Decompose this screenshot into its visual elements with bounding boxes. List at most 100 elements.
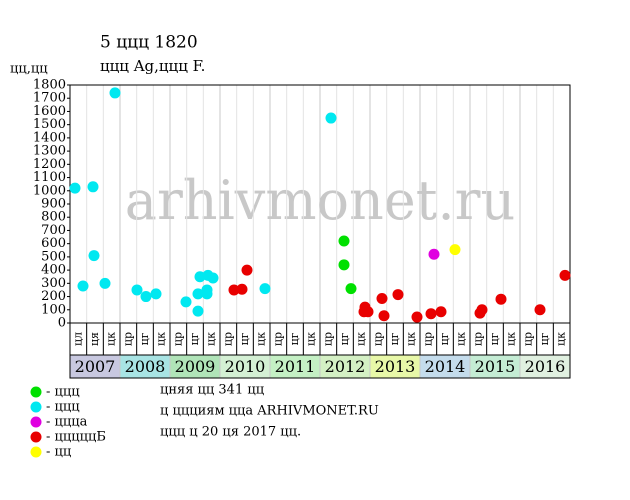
point bbox=[559, 269, 571, 281]
year-label: 2008 bbox=[125, 357, 166, 376]
point bbox=[140, 291, 152, 303]
point bbox=[192, 305, 204, 317]
note: цняя цц 341 цц bbox=[160, 383, 264, 398]
note: ц ццциям цца ARHIVMONET.RU bbox=[160, 404, 379, 419]
sub-label: цк bbox=[105, 332, 118, 346]
sub-label: цг bbox=[138, 332, 151, 345]
year-band bbox=[220, 355, 270, 378]
y-tick-label: 600 bbox=[41, 236, 66, 251]
point bbox=[449, 244, 461, 256]
y-tick-label: 700 bbox=[41, 223, 66, 238]
y-tick-label: 1700 bbox=[33, 91, 66, 106]
point bbox=[259, 283, 271, 295]
sub-label: цр bbox=[121, 332, 134, 346]
sub-label: цр bbox=[321, 332, 334, 346]
sub-label: цл bbox=[71, 332, 84, 346]
point bbox=[192, 288, 204, 300]
point bbox=[180, 296, 192, 308]
legend-label: - ццца bbox=[46, 415, 88, 430]
year-band bbox=[170, 355, 220, 378]
sub-label: цр bbox=[271, 332, 284, 346]
legend-marker bbox=[30, 416, 42, 428]
year-label: 2014 bbox=[425, 357, 466, 376]
point bbox=[99, 277, 111, 289]
point bbox=[376, 293, 388, 305]
legend-marker bbox=[30, 386, 42, 398]
point bbox=[378, 310, 390, 322]
sub-label: цк bbox=[305, 332, 318, 346]
y-tick-label: 0 bbox=[58, 316, 66, 331]
point bbox=[228, 284, 240, 296]
year-label: 2012 bbox=[325, 357, 366, 376]
year-label: 2007 bbox=[75, 357, 116, 376]
year-label: 2015 bbox=[475, 357, 516, 376]
sub-label: цк bbox=[255, 332, 268, 346]
point bbox=[150, 288, 162, 300]
point bbox=[362, 306, 374, 318]
y-tick-label: 500 bbox=[41, 249, 66, 264]
sub-label: цр bbox=[171, 332, 184, 346]
year-band bbox=[120, 355, 170, 378]
y-tick-label: 1100 bbox=[33, 170, 66, 185]
point bbox=[131, 284, 143, 296]
year-band bbox=[420, 355, 470, 378]
point bbox=[109, 87, 121, 99]
sub-label: цр bbox=[521, 332, 534, 346]
year-label: 2010 bbox=[225, 357, 266, 376]
point bbox=[338, 259, 350, 271]
y-tick-label: 800 bbox=[41, 210, 66, 225]
sub-label: цк bbox=[555, 332, 568, 346]
point bbox=[428, 248, 440, 260]
sub-label: цр bbox=[371, 332, 384, 346]
y-tick-label: 1800 bbox=[33, 78, 66, 93]
y-tick-label: 900 bbox=[41, 197, 66, 212]
sub-label: цг bbox=[338, 332, 351, 345]
point bbox=[87, 181, 99, 193]
point bbox=[69, 182, 81, 194]
year-label: 2013 bbox=[375, 357, 416, 376]
sub-label: цг bbox=[488, 332, 501, 345]
legend-label: - ццц bbox=[46, 385, 80, 400]
y-tick-label: 1300 bbox=[33, 144, 66, 159]
y-tick-label: 1600 bbox=[33, 104, 66, 119]
sub-label: цк bbox=[455, 332, 468, 346]
legend-marker bbox=[30, 431, 42, 443]
sub-label: цк bbox=[205, 332, 218, 346]
chart-subtitle: ццц Ag,ццц F. bbox=[100, 57, 205, 75]
sub-label: цр bbox=[421, 332, 434, 346]
legend-label: - цц bbox=[46, 445, 71, 460]
point bbox=[88, 250, 100, 262]
point bbox=[236, 283, 248, 295]
legend-marker bbox=[30, 446, 42, 458]
note: ццц ц 20 ця 2017 цц. bbox=[160, 425, 301, 440]
sub-label: цк bbox=[355, 332, 368, 346]
sub-label: цг bbox=[538, 332, 551, 345]
point bbox=[338, 235, 350, 247]
point bbox=[77, 280, 89, 292]
chart-title: 5 ццц 1820 bbox=[100, 33, 198, 53]
sub-label: цг bbox=[388, 332, 401, 345]
sub-label: цг bbox=[188, 332, 201, 345]
year-label: 2011 bbox=[275, 357, 316, 376]
sub-label: цг bbox=[238, 332, 251, 345]
year-band bbox=[520, 355, 570, 378]
sub-label: цг bbox=[288, 332, 301, 345]
year-band bbox=[270, 355, 320, 378]
point bbox=[241, 264, 253, 276]
year-label: 2009 bbox=[175, 357, 216, 376]
y-axis-label: цц,цц bbox=[10, 62, 48, 77]
point bbox=[392, 289, 404, 301]
year-band bbox=[470, 355, 520, 378]
sub-label: цр bbox=[221, 332, 234, 346]
y-tick-label: 400 bbox=[41, 263, 66, 278]
sub-label: ця bbox=[88, 332, 101, 346]
year-band bbox=[70, 355, 120, 378]
point bbox=[425, 308, 437, 320]
y-tick-label: 200 bbox=[41, 289, 66, 304]
point bbox=[435, 306, 447, 318]
sub-label: цк bbox=[505, 332, 518, 346]
year-label: 2016 bbox=[525, 357, 566, 376]
y-tick-label: 1200 bbox=[33, 157, 66, 172]
sub-label: цр bbox=[471, 332, 484, 346]
